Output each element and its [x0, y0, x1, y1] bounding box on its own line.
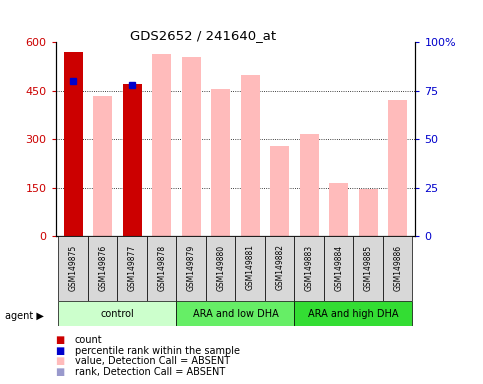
- Text: GSM149881: GSM149881: [246, 245, 255, 290]
- FancyBboxPatch shape: [147, 236, 176, 301]
- Text: ■: ■: [56, 367, 65, 377]
- Text: value, Detection Call = ABSENT: value, Detection Call = ABSENT: [75, 356, 230, 366]
- FancyBboxPatch shape: [295, 301, 412, 326]
- FancyBboxPatch shape: [206, 236, 236, 301]
- Text: GSM149878: GSM149878: [157, 245, 166, 291]
- Bar: [123, 84, 142, 236]
- Bar: [64, 52, 83, 236]
- Text: count: count: [75, 335, 102, 345]
- Bar: [93, 96, 113, 236]
- Bar: [241, 74, 260, 236]
- Bar: [182, 58, 201, 236]
- FancyBboxPatch shape: [383, 236, 412, 301]
- Text: GSM149884: GSM149884: [334, 245, 343, 291]
- FancyBboxPatch shape: [176, 236, 206, 301]
- FancyBboxPatch shape: [176, 301, 295, 326]
- Text: percentile rank within the sample: percentile rank within the sample: [75, 346, 240, 356]
- FancyBboxPatch shape: [88, 236, 117, 301]
- Bar: [299, 134, 319, 236]
- FancyBboxPatch shape: [58, 301, 176, 326]
- Text: ■: ■: [56, 335, 65, 345]
- FancyBboxPatch shape: [117, 236, 147, 301]
- Text: GDS2652 / 241640_at: GDS2652 / 241640_at: [130, 29, 276, 42]
- Bar: [329, 183, 348, 236]
- FancyBboxPatch shape: [354, 236, 383, 301]
- Text: GSM149883: GSM149883: [305, 245, 313, 291]
- Text: agent ▶: agent ▶: [5, 311, 43, 321]
- FancyBboxPatch shape: [265, 236, 295, 301]
- Text: ■: ■: [56, 356, 65, 366]
- Text: GSM149882: GSM149882: [275, 245, 284, 290]
- Text: GSM149879: GSM149879: [187, 244, 196, 291]
- Text: ■: ■: [56, 346, 65, 356]
- FancyBboxPatch shape: [324, 236, 354, 301]
- Text: GSM149886: GSM149886: [393, 245, 402, 291]
- Bar: [211, 89, 230, 236]
- Text: GSM149876: GSM149876: [98, 244, 107, 291]
- Bar: [152, 53, 171, 236]
- Text: GSM149877: GSM149877: [128, 244, 137, 291]
- Text: control: control: [100, 309, 134, 319]
- Text: GSM149880: GSM149880: [216, 245, 225, 291]
- FancyBboxPatch shape: [58, 236, 88, 301]
- Text: ARA and low DHA: ARA and low DHA: [193, 309, 278, 319]
- FancyBboxPatch shape: [295, 236, 324, 301]
- FancyBboxPatch shape: [236, 236, 265, 301]
- Text: GSM149885: GSM149885: [364, 245, 373, 291]
- Bar: [270, 146, 289, 236]
- Bar: [388, 101, 407, 236]
- Text: ARA and high DHA: ARA and high DHA: [308, 309, 398, 319]
- Text: rank, Detection Call = ABSENT: rank, Detection Call = ABSENT: [75, 367, 225, 377]
- Bar: [358, 189, 378, 236]
- Text: GSM149875: GSM149875: [69, 244, 78, 291]
